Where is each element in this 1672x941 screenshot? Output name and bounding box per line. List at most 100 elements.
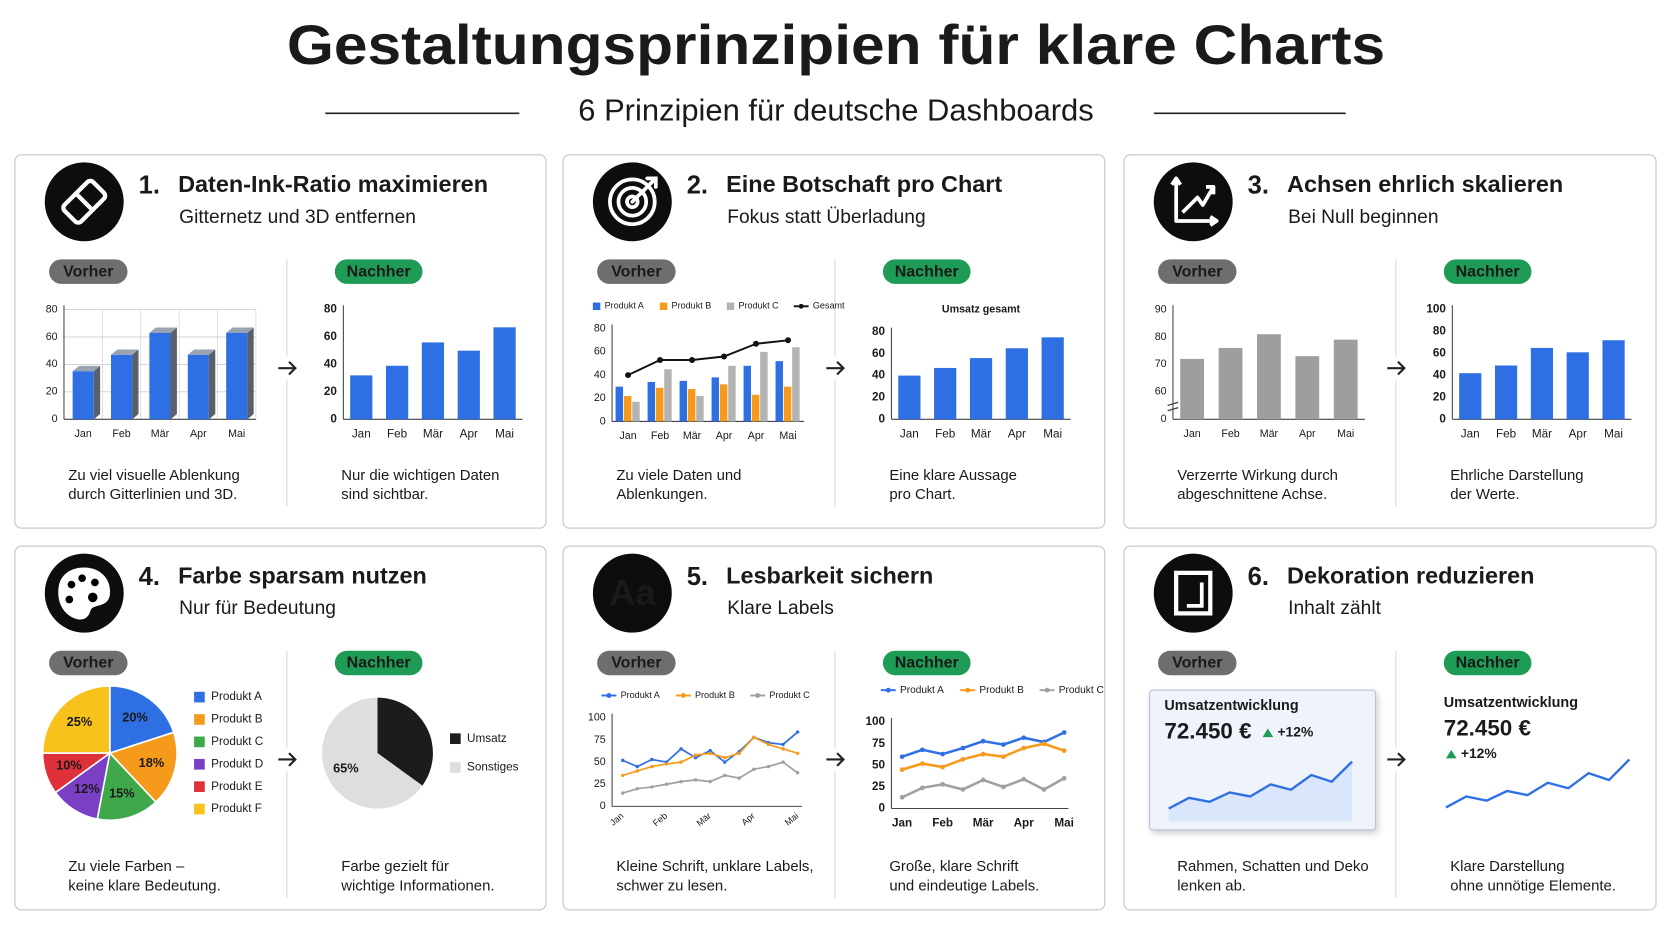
panel-icon — [44, 162, 124, 242]
caption: sind sichtbar. — [341, 486, 428, 503]
chart: 0 20 40 60 80 Jan Feb Mär Apr Mai — [46, 303, 257, 440]
bar-side — [132, 349, 139, 420]
y-tick-label: 80 — [594, 322, 606, 334]
legend-label: Produkt B — [979, 685, 1024, 696]
line-marker — [766, 764, 771, 769]
bar — [623, 395, 632, 422]
y-tick-label: 60 — [872, 347, 886, 360]
panel-icon — [44, 553, 124, 633]
icon-shape — [630, 176, 658, 204]
legend-label: Produkt A — [211, 690, 262, 703]
chart: 0 20 40 60 80 Jan Feb Mär Apr Mai — [324, 303, 523, 440]
line-marker — [664, 762, 669, 766]
bar-top — [226, 327, 254, 333]
bar — [187, 354, 209, 420]
badge-label: Vorher — [611, 655, 661, 672]
bar — [226, 332, 248, 420]
icon-shape — [78, 574, 86, 583]
bar — [1257, 334, 1281, 420]
line-marker — [781, 742, 785, 747]
pie-slice — [41, 685, 111, 754]
line-marker — [1001, 784, 1006, 790]
bar — [385, 365, 409, 420]
caption: durch Gitterlinien und 3D. — [68, 486, 237, 503]
y-tick-label: 25 — [872, 780, 886, 793]
line-marker — [899, 754, 905, 760]
y-tick-label: 50 — [594, 756, 606, 768]
sparkline — [1445, 758, 1631, 809]
bar — [679, 380, 688, 422]
x-tick-label: Mär — [1260, 428, 1279, 440]
caption: Nur die wichtigen Daten — [341, 467, 499, 484]
bar — [743, 365, 752, 422]
y-tick-label: 0 — [330, 412, 337, 425]
icon-shape — [625, 194, 640, 209]
line-marker — [752, 735, 756, 740]
badge-label: Vorher — [1172, 263, 1222, 280]
icon-shape — [65, 595, 74, 604]
bar — [632, 401, 640, 422]
pie-label: 35% — [396, 728, 422, 743]
bar — [1566, 352, 1589, 420]
legend-swatch — [659, 302, 668, 311]
line-marker — [635, 786, 640, 791]
badge — [597, 650, 676, 676]
line-marker — [1041, 741, 1047, 747]
arrow — [1387, 360, 1406, 376]
badge-label: Nachher — [347, 655, 411, 672]
x-tick-label: Apr — [1299, 428, 1316, 440]
bar — [664, 369, 672, 422]
badge-label: Nachher — [895, 263, 959, 280]
sparkline — [1168, 760, 1353, 810]
bar — [760, 351, 768, 422]
y-tick-label: 75 — [872, 737, 886, 750]
x-tick-label: Mär — [151, 428, 170, 440]
y-tick-label: 0 — [1439, 412, 1446, 425]
line-marker — [940, 764, 945, 770]
legend-label: Sonstiges — [467, 761, 519, 774]
line-marker — [721, 353, 728, 360]
y-tick-label: 25 — [594, 778, 606, 790]
badge-label: Nachher — [895, 655, 959, 672]
pie-label: 10% — [56, 758, 82, 773]
panel-subtitle: Inhalt zählt — [1288, 598, 1381, 619]
badge — [1158, 650, 1237, 676]
line-marker — [737, 751, 742, 755]
x-tick-label: Feb — [1221, 428, 1239, 440]
x-tick-label: Jan — [892, 817, 912, 830]
y-tick-label: 80 — [1155, 331, 1167, 343]
badge — [49, 259, 128, 284]
pie-slice — [96, 751, 157, 822]
x-tick-label: Mär — [971, 427, 991, 440]
arrow — [1387, 752, 1406, 767]
legend-swatch — [885, 687, 891, 693]
caption: ohne unnötige Elemente. — [1450, 877, 1616, 894]
badge-label: Vorher — [611, 263, 661, 280]
x-tick-label: Jan — [75, 428, 92, 440]
y-tick-label: 70 — [1155, 358, 1167, 370]
line-marker — [1061, 748, 1067, 754]
legend-label: Produkt E — [211, 780, 263, 793]
line-marker — [781, 760, 785, 764]
y-tick-label: 20 — [46, 386, 58, 398]
line-marker — [795, 751, 800, 755]
legend-label: Produkt B — [695, 690, 735, 700]
y-tick-label: 100 — [588, 712, 606, 724]
y-tick-label: 20 — [1433, 390, 1447, 403]
badge-label: Vorher — [63, 655, 113, 672]
legend-label: Produkt C — [1059, 685, 1104, 696]
badge — [1443, 259, 1532, 284]
bar — [72, 371, 94, 420]
icon-shape — [616, 186, 649, 218]
badge — [49, 650, 128, 676]
panel-icon — [592, 162, 672, 242]
x-tick-label: Mär — [423, 427, 443, 440]
x-tick-label: Mai — [1604, 427, 1623, 440]
y-tick-label: 80 — [46, 303, 58, 315]
pie-label: 12% — [74, 781, 100, 796]
icon-shape — [1170, 176, 1219, 227]
panel-icon — [1153, 162, 1233, 242]
caption: wichtige Informationen. — [340, 877, 494, 894]
line — [627, 339, 789, 376]
panel-title: Eine Botschaft pro Chart — [726, 171, 1002, 197]
